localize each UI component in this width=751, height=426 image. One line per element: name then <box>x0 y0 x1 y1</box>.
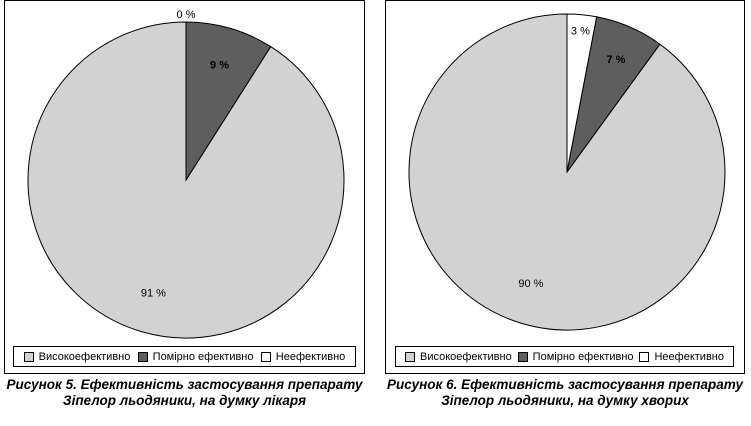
slice-moderate <box>185 21 272 182</box>
legend-item-moderate: Помірно ефективно <box>137 350 254 363</box>
legend-right: Високоефективно Помірно ефективно Неефек… <box>395 346 734 367</box>
legend-swatch-moderate <box>137 351 148 362</box>
slice-label-moderate: 9 % <box>210 60 229 72</box>
caption-line-1: Рисунок 5. Ефективність застосування пре… <box>6 377 363 392</box>
slice-label-high: 90 % <box>518 278 543 290</box>
caption-line-2: Зіпелор льодяники, на думку хворих <box>441 393 689 408</box>
chart-panel-right: 90 % 7 % 3 % Високоефективно Помірно ефект… <box>385 0 745 426</box>
legend-label-high: Високоефективно <box>419 350 512 363</box>
legend-swatch-ineffective <box>639 351 650 362</box>
legend-item-high: Високоефективно <box>404 350 512 363</box>
legend-label-moderate: Помірно ефективно <box>532 350 634 363</box>
legend-label-ineffective: Неефективно <box>654 350 724 363</box>
legend-item-high: Високоефективно <box>23 350 131 363</box>
legend-swatch-moderate <box>517 351 528 362</box>
slice-label-high: 91 % <box>141 287 166 299</box>
chart-panel-left: 91 % 9 % 0 % Високоефективно Помірно ефект… <box>4 0 365 426</box>
chart-frame-left: 91 % 9 % 0 % Високоефективно Помірно ефект… <box>4 0 365 374</box>
legend-item-ineffective: Неефективно <box>639 351 724 363</box>
pie-chart-right: 90 % 7 % 3 % <box>408 13 726 331</box>
legend-left: Високоефективно Помірно ефективно Неефек… <box>13 346 356 367</box>
pie-chart-left: 91 % 9 % 0 % <box>27 9 345 339</box>
legend-item-ineffective: Неефективно <box>260 350 346 363</box>
slice-label-ineffective: 0 % <box>177 9 196 21</box>
slice-ineffective <box>566 13 598 173</box>
caption-line-1: Рисунок 6. Ефективність застосування пре… <box>387 377 743 392</box>
legend-swatch-high <box>404 351 415 362</box>
legend-swatch-ineffective <box>260 351 271 362</box>
legend-swatch-high <box>23 351 34 362</box>
figure-caption-left: Рисунок 5. Ефективність застосування пре… <box>4 377 365 409</box>
slice-label-moderate: 7 % <box>606 54 625 66</box>
legend-label-high: Високоефективно <box>38 350 131 363</box>
slice-label-ineffective: 3 % <box>571 25 590 37</box>
legend-label-moderate: Помірно ефективно <box>152 350 254 363</box>
figure-caption-right: Рисунок 6. Ефективність застосування пре… <box>385 377 745 409</box>
chart-frame-right: 90 % 7 % 3 % Високоефективно Помірно ефект… <box>385 0 745 374</box>
legend-item-moderate: Помірно ефективно <box>517 350 634 363</box>
legend-label-ineffective: Неефективно <box>275 350 346 363</box>
caption-line-2: Зіпелор льодяники, на думку лікаря <box>62 393 307 408</box>
